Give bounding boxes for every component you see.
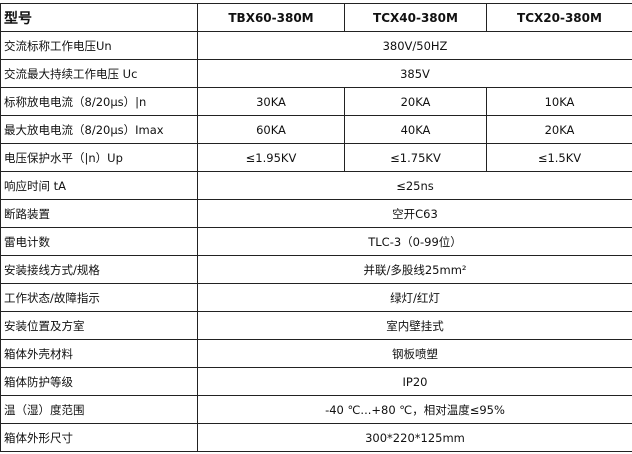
row-value: 20KA (344, 87, 487, 116)
row-value: 钢板喷塑 (197, 339, 632, 368)
row-value: 40KA (344, 115, 487, 144)
model-header: TCX40-380M (344, 3, 487, 32)
row-value: 室内壁挂式 (197, 311, 632, 340)
table-row: 箱体外壳材料 钢板喷塑 (0, 339, 632, 368)
row-label: 箱体防护等级 (0, 367, 198, 396)
row-value: 并联/多股线25mm² (197, 255, 632, 284)
spec-table: 型号 TBX60-380M TCX40-380M TCX20-380M 交流标称… (0, 3, 632, 452)
row-label: 交流最大持续工作电压 Uc (0, 59, 198, 88)
row-label: 工作状态/故障指示 (0, 283, 198, 312)
table-row: 响应时间 tA ≤25ns (0, 171, 632, 200)
row-label: 安装位置及方室 (0, 311, 198, 340)
table-row: 安装接线方式/规格 并联/多股线25mm² (0, 255, 632, 284)
row-value: TLC-3（0-99位） (197, 227, 632, 256)
table-row: 温（湿）度范围 -40 ℃...+80 ℃，相对温度≤95% (0, 395, 632, 424)
row-value: IP20 (197, 367, 632, 396)
row-label: 交流标称工作电压Un (0, 31, 198, 60)
row-label: 最大放电电流（8/20μs）Imax (0, 115, 198, 144)
model-header: TCX20-380M (486, 3, 632, 32)
row-value: ≤1.95KV (197, 143, 345, 172)
table-row: 工作状态/故障指示 绿灯/红灯 (0, 283, 632, 312)
row-value: ≤25ns (197, 171, 632, 200)
row-value: -40 ℃...+80 ℃，相对温度≤95% (197, 395, 632, 424)
header-row: 型号 TBX60-380M TCX40-380M TCX20-380M (0, 3, 632, 32)
row-value: 60KA (197, 115, 345, 144)
row-value: 空开C63 (197, 199, 632, 228)
table-row: 电压保护水平（|n）Up ≤1.95KV ≤1.75KV ≤1.5KV (0, 143, 632, 172)
table-row: 交流标称工作电压Un 380V/50HZ (0, 31, 632, 60)
row-label: 雷电计数 (0, 227, 198, 256)
row-value: 20KA (486, 115, 632, 144)
table-row: 交流最大持续工作电压 Uc 385V (0, 59, 632, 88)
row-label: 温（湿）度范围 (0, 395, 198, 424)
table-row: 断路装置 空开C63 (0, 199, 632, 228)
row-label: 箱体外形尺寸 (0, 423, 198, 452)
table-row: 雷电计数 TLC-3（0-99位） (0, 227, 632, 256)
row-label: 箱体外壳材料 (0, 339, 198, 368)
row-label: 断路装置 (0, 199, 198, 228)
table-row: 最大放电电流（8/20μs）Imax 60KA 40KA 20KA (0, 115, 632, 144)
row-value: ≤1.75KV (344, 143, 487, 172)
row-value: 30KA (197, 87, 345, 116)
header-label: 型号 (0, 3, 198, 32)
row-value: 绿灯/红灯 (197, 283, 632, 312)
row-label: 安装接线方式/规格 (0, 255, 198, 284)
table-row: 标称放电电流（8/20μs）|n 30KA 20KA 10KA (0, 87, 632, 116)
table-row: 安装位置及方室 室内壁挂式 (0, 311, 632, 340)
row-value: 10KA (486, 87, 632, 116)
row-value: 385V (197, 59, 632, 88)
table-row: 箱体防护等级 IP20 (0, 367, 632, 396)
row-value: ≤1.5KV (486, 143, 632, 172)
model-header: TBX60-380M (197, 3, 345, 32)
row-value: 380V/50HZ (197, 31, 632, 60)
row-label: 响应时间 tA (0, 171, 198, 200)
row-label: 标称放电电流（8/20μs）|n (0, 87, 198, 116)
table-row: 箱体外形尺寸 300*220*125mm (0, 423, 632, 452)
row-label: 电压保护水平（|n）Up (0, 143, 198, 172)
row-value: 300*220*125mm (197, 423, 632, 452)
